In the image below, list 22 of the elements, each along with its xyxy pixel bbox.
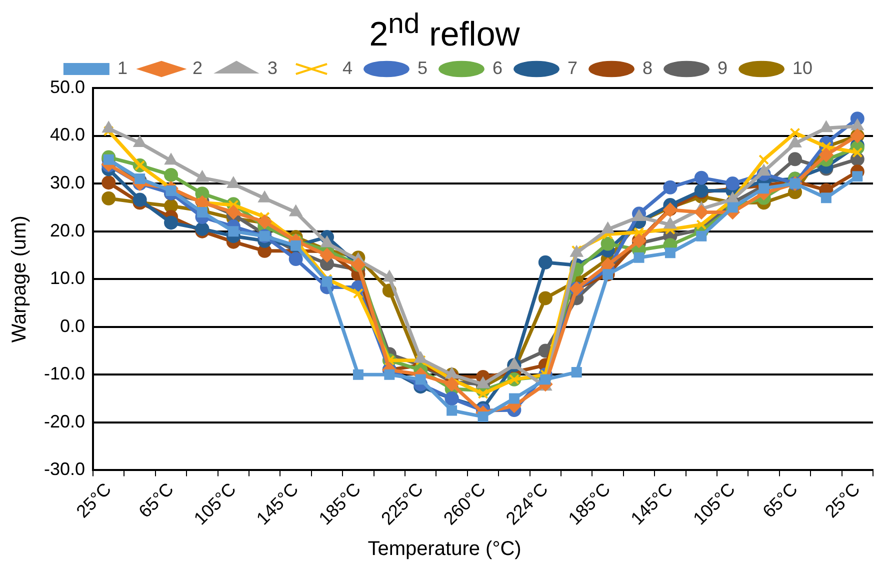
- legend-label: 7: [568, 58, 578, 78]
- legend-label: 1: [117, 58, 128, 78]
- y-tick-label: -30.0: [44, 459, 86, 480]
- legend-label: 9: [718, 58, 728, 78]
- y-tick-label: 0.0: [60, 316, 86, 336]
- legend-label: 8: [642, 58, 653, 78]
- legend-label: 5: [417, 58, 428, 78]
- y-tick-label: -20.0: [44, 411, 86, 432]
- chart-title: 2$^{nd}$ reflow: [368, 7, 521, 54]
- y-tick-label: 20.0: [50, 220, 86, 240]
- legend-label: 4: [342, 58, 352, 78]
- y-tick-label: 40.0: [50, 124, 86, 145]
- legend-label: 3: [267, 58, 278, 78]
- legend-label: 2: [192, 58, 202, 78]
- legend-label: 10: [792, 58, 813, 78]
- y-tick-label: 50.0: [50, 76, 86, 97]
- y-tick-label: -10.0: [44, 364, 86, 384]
- x-axis-title: Temperature (°C): [366, 537, 522, 562]
- y-tick-label: 10.0: [50, 268, 86, 288]
- legend-label: 6: [492, 58, 503, 78]
- y-tick-label: 30.0: [50, 172, 86, 193]
- y-axis-title: Warpage (um): [8, 216, 31, 343]
